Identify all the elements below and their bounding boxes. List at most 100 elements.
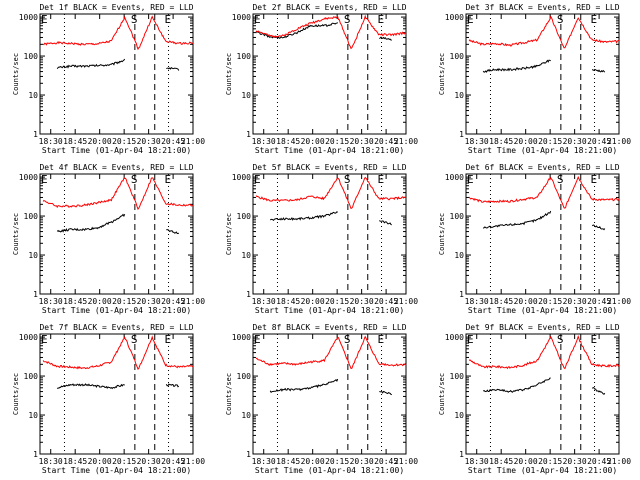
x-axis-label: Start Time (01-Apr-04 18:21:00): [42, 306, 191, 315]
x-tick-label: 21:00: [607, 297, 631, 306]
x-tick-label: 18:45: [276, 137, 300, 146]
x-tick-label: 18:30: [39, 137, 63, 146]
x-tick-label: 21:00: [394, 297, 418, 306]
panel-title: Det 3f BLACK = Events, RED = LLD: [465, 3, 619, 12]
x-tick-label: 20:45: [161, 297, 185, 306]
marker-label-right: E: [378, 13, 385, 26]
x-tick-label: 20:15: [112, 137, 136, 146]
marker-label-left: E: [254, 13, 261, 26]
events-series-line: [379, 220, 392, 226]
events-series-line: [269, 211, 338, 221]
y-tick-label: 1000: [445, 13, 464, 22]
marker-label-left: E: [467, 13, 474, 26]
x-tick-label: 20:00: [301, 297, 325, 306]
x-tick-label: 20:30: [563, 457, 587, 466]
x-tick-label: 20:30: [137, 457, 161, 466]
panel-title: Det 6f BLACK = Events, RED = LLD: [465, 163, 619, 172]
panel-title: Det 1f BLACK = Events, RED = LLD: [39, 3, 193, 12]
x-tick-label: 20:30: [350, 457, 374, 466]
y-tick-label: 1: [459, 130, 464, 139]
y-axis-label: Counts/sec: [12, 373, 20, 415]
x-tick-label: 20:00: [88, 137, 112, 146]
lld-series-line: [468, 15, 620, 49]
lld-series-line: [42, 177, 194, 211]
marker-label-mid: S: [131, 333, 138, 346]
x-tick-label: 20:00: [301, 457, 325, 466]
x-tick-label: 21:00: [394, 137, 418, 146]
y-tick-label: 100: [24, 52, 39, 61]
plot-frame: [252, 13, 407, 135]
events-series-line: [482, 377, 551, 393]
marker-label-right: E: [591, 333, 598, 346]
detector-panel: Det 1f BLACK = Events, RED = LLD 1 10 100 10…: [12, 3, 205, 155]
x-axis-label: Start Time (01-Apr-04 18:21:00): [255, 306, 404, 315]
marker-label-left: E: [41, 173, 48, 186]
panel-title: Det 7f BLACK = Events, RED = LLD: [39, 323, 193, 332]
x-tick-label: 18:30: [252, 457, 276, 466]
marker-label-left: E: [41, 13, 48, 26]
panel-title: Det 4f BLACK = Events, RED = LLD: [39, 163, 193, 172]
events-series-line: [166, 229, 180, 235]
marker-label-mid: S: [344, 173, 351, 186]
lld-series-line: [468, 334, 620, 370]
x-tick-label: 20:15: [538, 457, 562, 466]
y-tick-label: 1: [459, 450, 464, 459]
marker-label-mid: S: [344, 333, 351, 346]
y-tick-label: 100: [24, 372, 39, 381]
y-tick-label: 1000: [232, 333, 251, 342]
x-tick-label: 20:30: [350, 137, 374, 146]
panel-title: Det 8f BLACK = Events, RED = LLD: [252, 323, 406, 332]
marker-label-mid: S: [131, 173, 138, 186]
x-tick-label: 18:45: [489, 297, 513, 306]
plot-frame: [465, 173, 620, 295]
events-series-line: [591, 224, 606, 231]
x-tick-label: 20:00: [88, 297, 112, 306]
x-tick-label: 20:30: [137, 297, 161, 306]
y-tick-label: 10: [28, 91, 38, 100]
x-tick-label: 20:45: [161, 137, 185, 146]
x-tick-label: 20:00: [514, 137, 538, 146]
x-tick-label: 20:15: [538, 137, 562, 146]
y-tick-label: 1: [33, 290, 38, 299]
marker-label-left: E: [254, 173, 261, 186]
y-tick-label: 1000: [19, 333, 38, 342]
x-tick-label: 18:30: [465, 137, 489, 146]
x-axis-label: Start Time (01-Apr-04 18:21:00): [42, 146, 191, 155]
marker-label-left: E: [41, 333, 48, 346]
y-axis-label: Counts/sec: [438, 373, 446, 415]
events-series-line: [56, 58, 126, 70]
marker-label-right: E: [591, 13, 598, 26]
x-tick-label: 20:15: [325, 297, 349, 306]
events-series-line: [591, 68, 606, 73]
events-series-line: [56, 213, 126, 233]
y-tick-label: 10: [28, 251, 38, 260]
marker-label-mid: S: [344, 13, 351, 26]
detector-panel: Det 5f BLACK = Events, RED = LLD 1 10 100 10…: [225, 163, 418, 315]
x-tick-label: 20:00: [88, 457, 112, 466]
events-series-line: [269, 378, 339, 394]
x-tick-label: 18:45: [63, 137, 87, 146]
lld-series-line: [468, 175, 620, 209]
panel-title: Det 5f BLACK = Events, RED = LLD: [252, 163, 406, 172]
detector-panel: Det 7f BLACK = Events, RED = LLD 1 10 100 10…: [12, 323, 205, 475]
marker-label-right: E: [165, 13, 172, 26]
y-tick-label: 100: [24, 212, 39, 221]
x-tick-label: 20:30: [137, 137, 161, 146]
plot-frame: [39, 13, 194, 135]
x-tick-label: 18:45: [276, 297, 300, 306]
lld-series-line: [42, 15, 194, 51]
x-tick-label: 21:00: [181, 297, 205, 306]
lld-series-line: [255, 176, 407, 210]
x-tick-label: 20:15: [538, 297, 562, 306]
y-axis-label: Counts/sec: [225, 373, 233, 415]
marker-label-mid: S: [557, 173, 564, 186]
events-series-line: [482, 210, 552, 229]
lld-series-line: [255, 14, 407, 50]
y-axis-label: Counts/sec: [12, 213, 20, 255]
x-tick-label: 18:45: [63, 297, 87, 306]
x-tick-label: 20:30: [563, 297, 587, 306]
x-tick-label: 20:45: [587, 137, 611, 146]
y-tick-label: 1000: [19, 13, 38, 22]
x-tick-label: 21:00: [181, 457, 205, 466]
